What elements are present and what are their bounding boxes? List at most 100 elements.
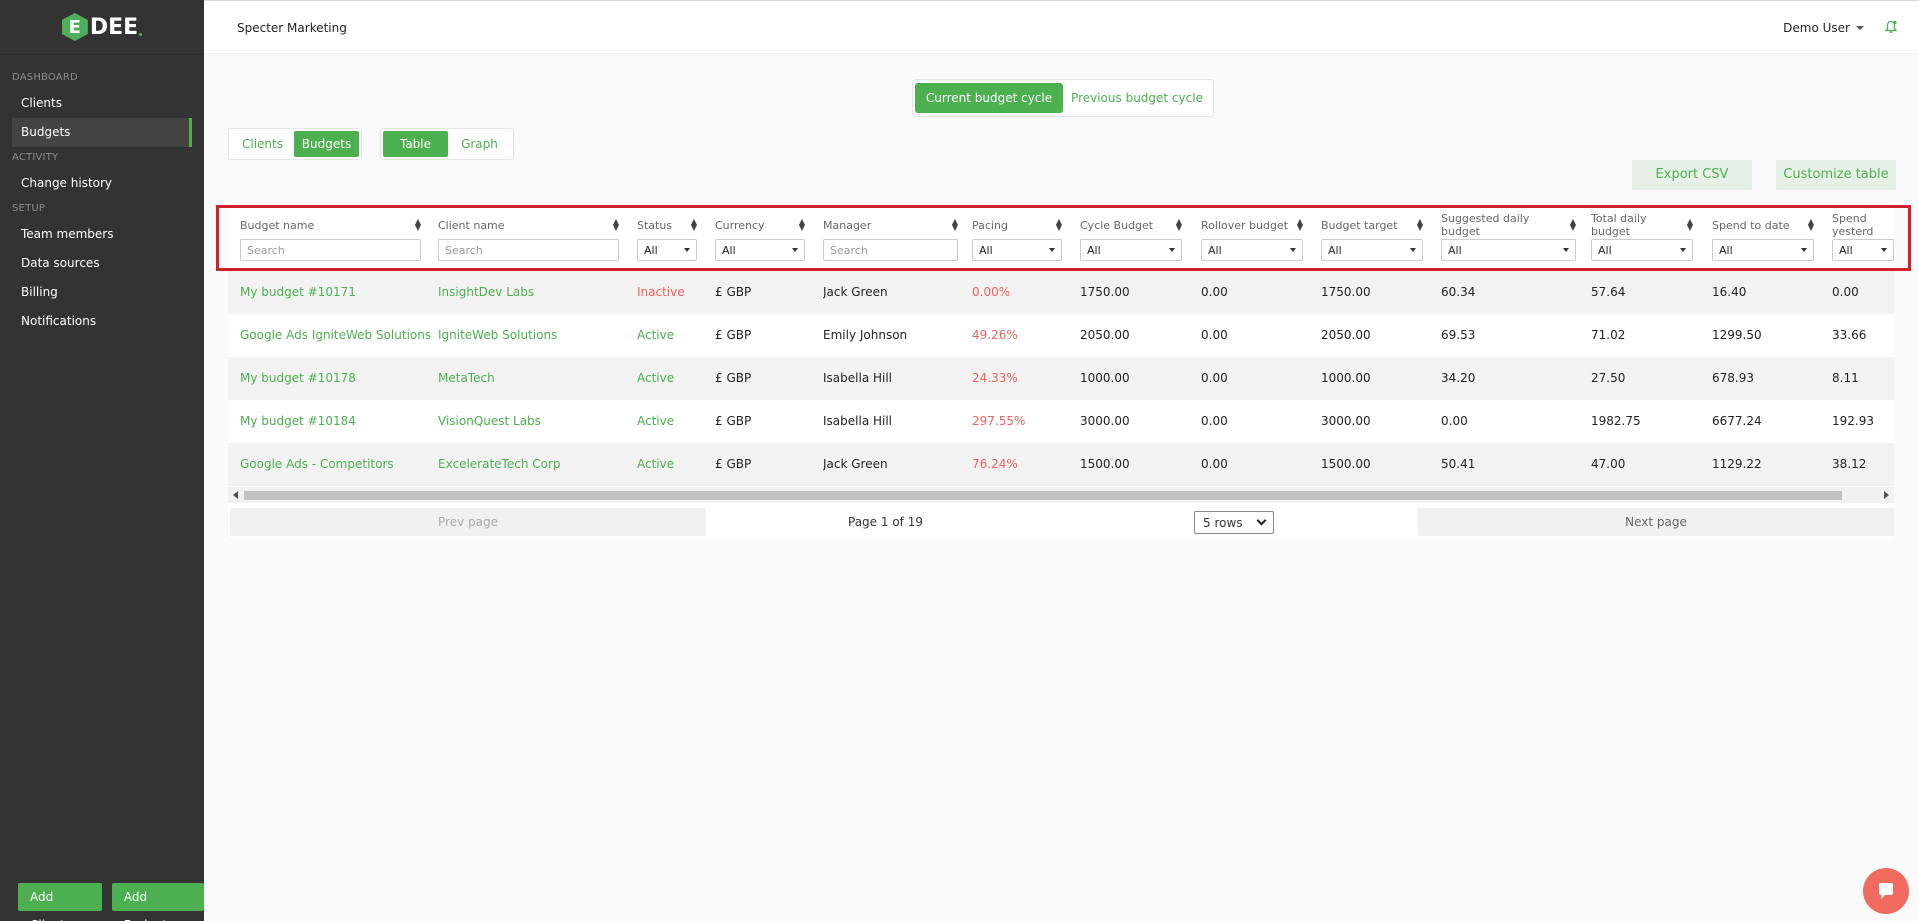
filter-select-currency[interactable]: All	[715, 239, 805, 261]
cell-budget-target: 2050.00	[1321, 328, 1371, 342]
table-row[interactable]: My budget #10171 InsightDev Labs Inactive £…	[228, 271, 1894, 314]
filter-select-suggested-daily-budget[interactable]: All	[1441, 239, 1576, 261]
table-view-button[interactable]: Table	[383, 131, 448, 157]
user-menu[interactable]: Demo User	[1783, 21, 1864, 35]
sidebar-item-billing[interactable]: Billing	[21, 285, 58, 299]
column-sort-currency[interactable]: Currency ▲ ▼	[715, 217, 805, 233]
cell-manager: Isabella Hill	[823, 414, 893, 428]
scroll-left-icon[interactable]	[233, 491, 238, 499]
cell-budget-name[interactable]: My budget #10178	[240, 371, 356, 385]
column-sort-rollover-budget[interactable]: Rollover budget ▲ ▼	[1201, 217, 1303, 233]
cell-budget-name[interactable]: Google Ads - Competitors	[240, 457, 394, 471]
add-budget-button[interactable]: Add Budget	[111, 883, 204, 921]
table-row[interactable]: My budget #10178 MetaTech Active £ GBP Isabe…	[228, 357, 1894, 400]
filter-input-budget-name[interactable]: Search	[240, 239, 421, 261]
column-sort-cycle-budget[interactable]: Cycle Budget ▲ ▼	[1080, 217, 1182, 233]
add-client-button[interactable]: Add Client	[18, 883, 102, 921]
sidebar-section-label: SETUP	[12, 203, 46, 214]
filter-input-manager[interactable]: Search	[823, 239, 958, 261]
rows-per-page-select[interactable]: 5 rows	[1194, 511, 1274, 534]
previous-cycle-button[interactable]: Previous budget cycle	[1071, 91, 1203, 105]
logo-text: DEE	[89, 14, 139, 40]
horizontal-scrollbar[interactable]	[228, 487, 1894, 503]
sidebar-item-clients[interactable]: Clients	[21, 96, 62, 110]
sort-icon: ▲ ▼	[1175, 217, 1182, 232]
column-label: Cycle Budget	[1080, 218, 1154, 232]
table-row[interactable]: Google Ads - Competitors ExcelerateTech C…	[228, 443, 1894, 486]
filter-select-status[interactable]: All	[637, 239, 697, 261]
next-page-button[interactable]: Next page	[1418, 508, 1894, 536]
cell-budget-name[interactable]: Google Ads IgniteWeb Solutions	[240, 328, 432, 342]
chat-button[interactable]	[1863, 868, 1909, 914]
column-sort-spend-to-date[interactable]: Spend to date ▲ ▼	[1712, 217, 1814, 233]
budgets-table: Budget name ▲ ▼ Search Client name ▲ ▼ Search St…	[228, 204, 1894, 538]
column-header-spend-yesterd: Spend yesterd All	[1832, 212, 1894, 261]
cell-currency: £ GBP	[715, 328, 752, 342]
filter-select-cycle-budget[interactable]: All	[1080, 239, 1182, 261]
filter-select-total-daily-budget[interactable]: All	[1591, 239, 1693, 261]
column-sort-client-name[interactable]: Client name ▲ ▼	[438, 217, 619, 233]
rows-per-page-value: 5 rows	[1203, 515, 1243, 530]
sidebar-item-budgets[interactable]: Budgets	[12, 118, 192, 147]
column-sort-suggested-daily-budget[interactable]: Suggested daily budget ▲ ▼	[1441, 212, 1576, 238]
logo-hexagon-icon: E	[61, 13, 88, 41]
graph-view-button[interactable]: Graph	[461, 137, 498, 151]
cell-client-name[interactable]: ExcelerateTech Corp	[438, 457, 561, 471]
export-csv-button[interactable]: Export CSV	[1632, 160, 1752, 190]
filter-select-value: All	[1208, 243, 1222, 257]
prev-page-button[interactable]: Prev page	[230, 508, 706, 536]
filter-select-pacing[interactable]: All	[972, 239, 1062, 261]
column-header-cycle-budget: Cycle Budget ▲ ▼ All	[1080, 217, 1182, 261]
cell-status: Active	[637, 457, 675, 471]
filter-select-rollover-budget[interactable]: All	[1201, 239, 1303, 261]
filter-select-spend-to-date[interactable]: All	[1712, 239, 1814, 261]
chevron-down-icon	[792, 248, 798, 252]
logo-dot-icon	[139, 32, 143, 36]
current-cycle-button[interactable]: Current budget cycle	[915, 83, 1063, 113]
column-sort-budget-target[interactable]: Budget target ▲ ▼	[1321, 217, 1423, 233]
filter-select-value: All	[1328, 243, 1342, 257]
filter-select-spend-yesterd[interactable]: All	[1832, 239, 1894, 261]
cell-client-name[interactable]: VisionQuest Labs	[438, 414, 541, 428]
table-row[interactable]: Google Ads IgniteWeb Solutions IgniteWeb …	[228, 314, 1894, 357]
cell-manager: Jack Green	[823, 457, 888, 471]
cell-client-name[interactable]: IgniteWeb Solutions	[438, 328, 558, 342]
cell-status: Inactive	[637, 285, 685, 299]
cell-pacing: 0.00%	[972, 285, 1011, 299]
filter-select-budget-target[interactable]: All	[1321, 239, 1423, 261]
logo[interactable]: E DEE	[0, 0, 204, 55]
column-sort-total-daily-budget[interactable]: Total daily budget ▲ ▼	[1591, 212, 1693, 238]
column-header-total-daily-budget: Total daily budget ▲ ▼ All	[1591, 212, 1693, 261]
column-header-suggested-daily-budget: Suggested daily budget ▲ ▼ All	[1441, 212, 1576, 261]
sidebar-item-notifications[interactable]: Notifications	[21, 314, 97, 328]
cell-currency: £ GBP	[715, 285, 752, 299]
column-label: Budget target	[1321, 218, 1398, 232]
column-header-status: Status ▲ ▼ All	[637, 217, 697, 261]
column-sort-manager[interactable]: Manager ▲ ▼	[823, 217, 958, 233]
table-row[interactable]: My budget #10184 VisionQuest Labs Active £ …	[228, 400, 1894, 443]
sidebar-item-team-members[interactable]: Team members	[21, 227, 114, 241]
chevron-down-icon	[1049, 248, 1055, 252]
cell-client-name[interactable]: MetaTech	[438, 371, 495, 385]
customize-table-button[interactable]: Customize table	[1776, 160, 1896, 190]
column-sort-pacing[interactable]: Pacing ▲ ▼	[972, 217, 1062, 233]
cell-budget-name[interactable]: My budget #10184	[240, 414, 356, 428]
cell-cycle-budget: 1000.00	[1080, 371, 1130, 385]
scrollbar-thumb[interactable]	[244, 491, 1842, 500]
cell-client-name[interactable]: InsightDev Labs	[438, 285, 535, 299]
cell-total-daily-budget: 27.50	[1591, 371, 1626, 385]
sidebar-item-data-sources[interactable]: Data sources	[21, 256, 100, 270]
column-sort-budget-name[interactable]: Budget name ▲ ▼	[240, 217, 421, 233]
filter-select-value: All	[722, 243, 736, 257]
cell-spend-yesterd: 192.93	[1832, 414, 1874, 428]
scroll-right-icon[interactable]	[1884, 491, 1889, 499]
budgets-tab[interactable]: Budgets	[294, 131, 359, 157]
sidebar-item-change-history[interactable]: Change history	[21, 176, 113, 190]
bell-icon[interactable]	[1884, 20, 1898, 34]
column-sort-spend-yesterd[interactable]: Spend yesterd	[1832, 212, 1894, 238]
filter-input-client-name[interactable]: Search	[438, 239, 619, 261]
cell-budget-name[interactable]: My budget #10171	[240, 285, 356, 299]
clients-tab[interactable]: Clients	[242, 137, 283, 151]
cell-spend-yesterd: 33.66	[1832, 328, 1867, 342]
column-sort-status[interactable]: Status ▲ ▼	[637, 217, 697, 233]
